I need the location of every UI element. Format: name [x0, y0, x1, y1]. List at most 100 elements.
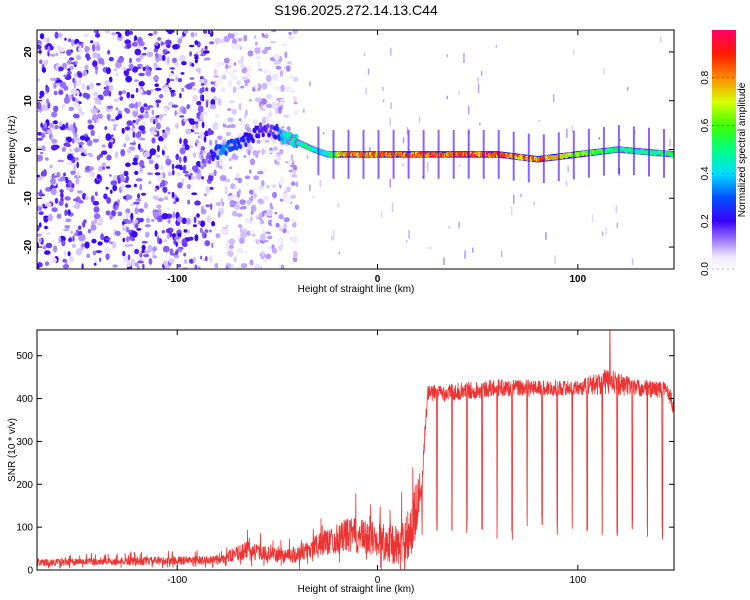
noise-speck: [114, 230, 121, 236]
noise-speck: [165, 180, 169, 185]
noise-speck: [217, 211, 221, 218]
noise-speck: [148, 258, 153, 265]
noise-speck: [264, 137, 269, 141]
signal-halo: [288, 133, 291, 145]
noise-speck: [226, 131, 231, 137]
noise-speck: [141, 165, 145, 169]
noise-speck: [196, 213, 200, 218]
noise-speck: [179, 166, 184, 171]
noise-speck: [95, 69, 98, 75]
noise-speck: [58, 121, 63, 127]
noise-speck: [124, 134, 130, 142]
signal-mark: [274, 135, 278, 140]
colorbar-label: Normalized spectral amplitude: [737, 82, 748, 217]
noise-speck: [130, 258, 135, 266]
noise-speck: [195, 68, 202, 72]
noise-speck: [223, 188, 227, 193]
noise-speck: [228, 100, 236, 104]
noise-speck: [291, 217, 294, 225]
noise-speck: [275, 65, 282, 70]
noise-speck: [166, 233, 170, 240]
noise-speck: [219, 39, 222, 43]
noise-speck: [209, 104, 217, 110]
noise-speck: [89, 171, 96, 177]
noise-speck: [49, 77, 57, 82]
noise-speck: [189, 51, 193, 57]
noise-speck: [53, 90, 58, 96]
signal-halo: [273, 124, 276, 137]
noise-speck: [155, 99, 162, 104]
noise-speck: [109, 214, 113, 220]
noise-speck: [240, 55, 244, 62]
noise-speck: [79, 135, 86, 141]
noise-speck: [78, 200, 84, 204]
noise-speck: [65, 144, 71, 148]
noise-speck: [140, 137, 146, 141]
noise-speck: [204, 45, 208, 50]
noise-speck: [232, 69, 238, 73]
noise-speck: [133, 157, 138, 163]
noise-streak: [365, 87, 367, 95]
noise-speck: [119, 174, 125, 179]
noise-speck: [94, 66, 99, 71]
noise-speck: [37, 146, 42, 151]
noise-speck: [115, 73, 119, 77]
noise-speck: [206, 215, 211, 223]
noise-streak: [463, 53, 465, 63]
noise-speck: [181, 241, 188, 248]
noise-speck: [124, 30, 130, 37]
noise-speck: [213, 121, 218, 130]
noise-speck: [210, 203, 213, 211]
noise-streak: [458, 222, 460, 229]
noise-speck: [208, 173, 214, 182]
noise-speck: [89, 82, 95, 90]
noise-speck: [44, 225, 48, 230]
noise-speck: [73, 78, 76, 84]
noise-streak: [669, 139, 671, 147]
noise-speck: [248, 169, 252, 174]
noise-speck: [291, 235, 298, 244]
noise-speck: [104, 246, 111, 254]
noise-speck: [158, 94, 164, 99]
snr-panel: -100 0 100 0 100 200 300 400 500 Height of strai…: [7, 329, 675, 595]
noise-speck: [241, 205, 247, 210]
noise-speck: [37, 205, 43, 211]
signal-fringe: [572, 130, 575, 180]
noise-streak: [406, 127, 409, 135]
noise-speck: [137, 193, 141, 199]
noise-speck: [171, 233, 177, 237]
noise-speck: [227, 195, 233, 202]
noise-speck: [291, 174, 298, 178]
noise-speck: [201, 111, 208, 116]
noise-speck: [101, 166, 106, 170]
noise-speck: [195, 139, 199, 144]
noise-speck: [125, 126, 131, 131]
noise-speck: [201, 94, 205, 102]
noise-speck: [101, 150, 108, 155]
noise-speck: [157, 37, 162, 41]
noise-speck: [112, 184, 118, 192]
noise-speck: [199, 255, 203, 260]
noise-speck: [122, 256, 128, 263]
spectrogram-ytick-label: 0: [23, 146, 34, 152]
noise-speck: [273, 60, 281, 65]
noise-speck: [54, 125, 59, 130]
noise-streak: [619, 138, 621, 141]
noise-speck: [77, 190, 83, 194]
noise-speck: [163, 107, 168, 113]
noise-speck: [78, 141, 84, 146]
noise-speck: [248, 65, 253, 72]
noise-speck: [37, 263, 41, 269]
noise-speck: [192, 165, 199, 173]
noise-speck: [124, 180, 129, 183]
noise-speck: [229, 166, 233, 170]
noise-speck: [265, 114, 270, 121]
noise-speck: [133, 183, 137, 188]
noise-speck: [231, 210, 238, 217]
noise-speck: [201, 121, 205, 129]
noise-speck: [253, 193, 257, 199]
noise-speck: [97, 135, 102, 139]
noise-speck: [117, 199, 120, 204]
noise-speck: [154, 230, 158, 237]
noise-streak: [566, 128, 568, 138]
